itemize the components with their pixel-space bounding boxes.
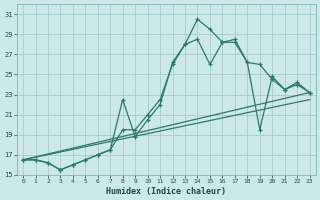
X-axis label: Humidex (Indice chaleur): Humidex (Indice chaleur) bbox=[106, 187, 226, 196]
